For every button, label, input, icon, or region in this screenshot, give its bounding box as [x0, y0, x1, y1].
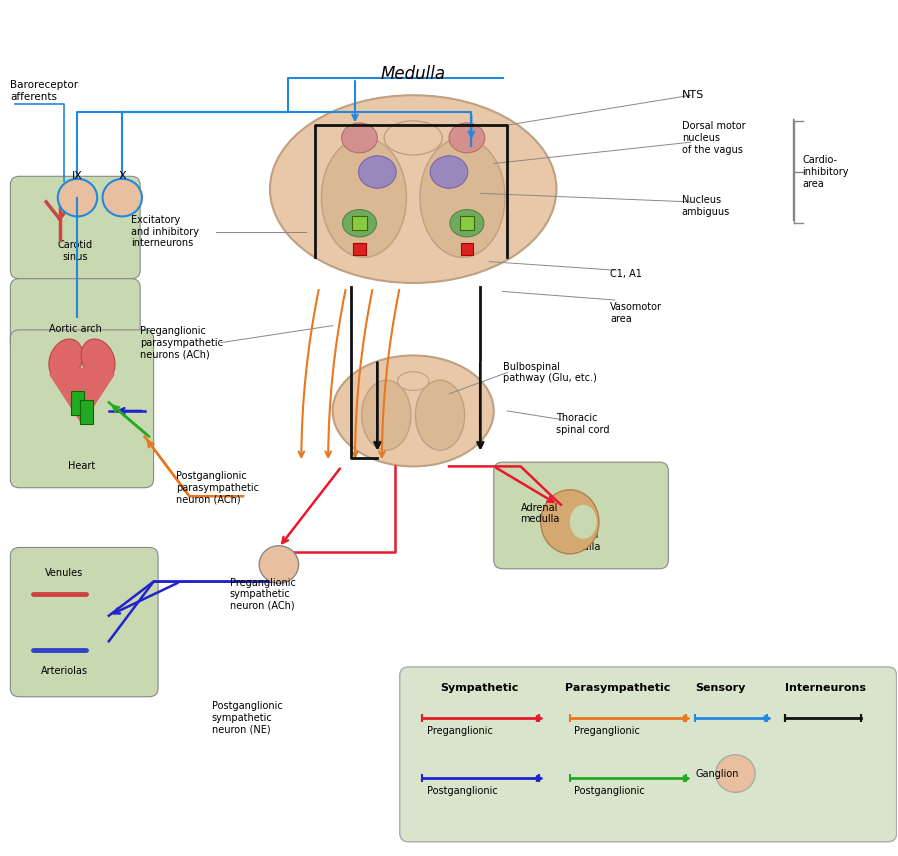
Text: Medulla: Medulla — [381, 65, 445, 83]
Text: Interneurons: Interneurons — [785, 683, 866, 693]
Ellipse shape — [398, 372, 429, 390]
Ellipse shape — [48, 339, 83, 380]
Text: Aortic arch: Aortic arch — [48, 324, 101, 334]
Text: Cardio-
inhibitory
area: Cardio- inhibitory area — [803, 156, 850, 188]
Text: Excitatory
and inhibitory
interneurons: Excitatory and inhibitory interneurons — [131, 215, 199, 248]
Ellipse shape — [81, 339, 115, 380]
Ellipse shape — [342, 210, 376, 237]
Text: NTS: NTS — [682, 90, 704, 100]
Ellipse shape — [332, 355, 494, 467]
Text: Adrenal
medulla: Adrenal medulla — [561, 530, 601, 552]
Text: X: X — [119, 171, 126, 181]
Polygon shape — [49, 368, 114, 424]
Text: Postganglionic: Postganglionic — [575, 786, 645, 795]
Ellipse shape — [541, 490, 599, 554]
Ellipse shape — [362, 380, 411, 450]
FancyBboxPatch shape — [400, 667, 896, 841]
Text: Postganglionic
sympathetic
neuron (NE): Postganglionic sympathetic neuron (NE) — [212, 702, 283, 734]
Ellipse shape — [270, 95, 557, 283]
Text: Venules: Venules — [45, 568, 84, 578]
Text: Preganglionic
parasympathetic
neurons (ACh): Preganglionic parasympathetic neurons (A… — [140, 326, 223, 360]
Text: Preganglionic: Preganglionic — [575, 726, 640, 736]
Text: Bulbospinal
pathway (Glu, etc.): Bulbospinal pathway (Glu, etc.) — [503, 362, 596, 383]
Bar — [353, 243, 365, 255]
Text: C1, A1: C1, A1 — [610, 270, 642, 279]
Circle shape — [716, 755, 755, 793]
Bar — [80, 400, 92, 424]
Text: IX: IX — [72, 171, 83, 181]
Text: Sympathetic: Sympathetic — [440, 683, 518, 693]
Ellipse shape — [416, 380, 464, 450]
Circle shape — [102, 179, 142, 217]
Ellipse shape — [358, 156, 396, 188]
Ellipse shape — [449, 123, 485, 153]
Text: Adrenal
medulla: Adrenal medulla — [521, 502, 560, 524]
Text: Nucleus
ambiguus: Nucleus ambiguus — [682, 195, 730, 217]
Text: Arteriolas: Arteriolas — [40, 666, 87, 676]
FancyBboxPatch shape — [11, 548, 158, 697]
Bar — [352, 217, 366, 230]
Text: Ganglion: Ganglion — [695, 769, 739, 779]
Bar — [461, 243, 473, 255]
Circle shape — [260, 546, 299, 583]
Bar — [460, 217, 474, 230]
Ellipse shape — [420, 138, 505, 258]
Text: Parasympathetic: Parasympathetic — [566, 683, 671, 693]
Ellipse shape — [321, 138, 407, 258]
Text: Carotid
sinus: Carotid sinus — [57, 240, 92, 262]
FancyBboxPatch shape — [494, 462, 668, 568]
Text: Preganglionic: Preganglionic — [427, 726, 492, 736]
FancyBboxPatch shape — [11, 279, 140, 351]
Text: Vasomotor
area: Vasomotor area — [610, 302, 662, 324]
Ellipse shape — [384, 121, 443, 155]
Circle shape — [57, 179, 97, 217]
FancyBboxPatch shape — [11, 330, 154, 488]
Text: Thoracic
spinal cord: Thoracic spinal cord — [557, 413, 610, 435]
Text: Preganglionic
sympathetic
neuron (ACh): Preganglionic sympathetic neuron (ACh) — [230, 578, 295, 611]
Text: Sensory: Sensory — [695, 683, 745, 693]
Text: Heart: Heart — [68, 461, 95, 471]
FancyBboxPatch shape — [11, 176, 140, 279]
Text: Dorsal motor
nucleus
of the vagus: Dorsal motor nucleus of the vagus — [682, 122, 745, 154]
Ellipse shape — [450, 210, 484, 237]
Text: Baroreceptor
afferents: Baroreceptor afferents — [11, 80, 78, 102]
Bar — [71, 391, 84, 415]
Ellipse shape — [430, 156, 468, 188]
Ellipse shape — [570, 505, 596, 539]
Ellipse shape — [341, 123, 377, 153]
Text: Postganglionic: Postganglionic — [427, 786, 497, 795]
Text: Postganglionic
parasympathetic
neuron (ACh): Postganglionic parasympathetic neuron (A… — [176, 471, 259, 504]
